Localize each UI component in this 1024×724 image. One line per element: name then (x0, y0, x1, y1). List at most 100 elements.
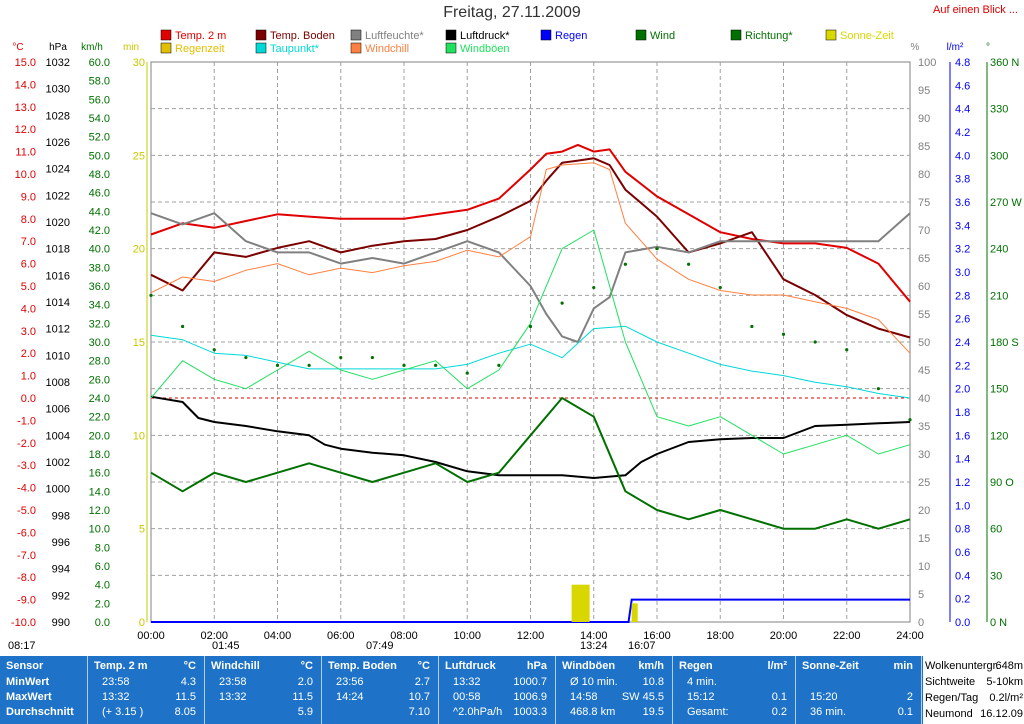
stats-cell-value: 0.1 (897, 706, 913, 718)
stats-column-unit: km/h (638, 660, 664, 672)
stats-cell-value: 1000.7 (513, 676, 547, 688)
legend-label: Richtung* (745, 30, 793, 42)
humidity-axis-tick: 0 (918, 617, 924, 629)
rain-axis-tick: 0.6 (955, 547, 970, 559)
axis-unit-label: km/h (81, 42, 103, 53)
stats-column-unit: °C (300, 660, 313, 672)
pressure-axis-tick: 1028 (46, 110, 70, 122)
temp-axis-tick: -5.0 (17, 505, 36, 517)
stats-cell-value: 2 (906, 691, 913, 703)
pressure-axis-tick: 1008 (46, 377, 70, 389)
rain-axis-tick: 4.2 (955, 127, 970, 139)
stats-column-unit: min (893, 660, 913, 672)
stats-cell-time: 23:58 (102, 676, 130, 688)
temp-axis-tick: 4.0 (21, 303, 36, 315)
wind-axis-tick: 46.0 (89, 188, 110, 200)
legend-swatch (160, 29, 172, 41)
rain-axis-tick: 3.6 (955, 197, 970, 209)
rain-axis-tick: 1.4 (955, 454, 970, 466)
direction-axis-tick: 360 N (990, 57, 1019, 69)
temp-axis-tick: 0.0 (21, 393, 36, 405)
series-line-temp-boden (150, 157, 911, 339)
legend-label: Regenzeit (175, 43, 225, 55)
stats-cell-time: Ø 10 min. (570, 676, 618, 688)
direction-point (908, 418, 912, 422)
stats-cell-value: 2.7 (414, 676, 430, 688)
stats-column-title: Luftdruck (445, 660, 496, 672)
rain-axis-tick: 3.8 (955, 174, 970, 186)
direction-point (781, 332, 786, 336)
wind-axis-tick: 40.0 (89, 244, 110, 256)
wind-axis-tick: 32.0 (89, 318, 110, 330)
direction-point (275, 363, 280, 367)
wind-axis-tick: 8.0 (95, 542, 110, 554)
wind-axis-tick: 2.0 (95, 598, 110, 610)
humidity-axis-tick: 35 (918, 421, 930, 433)
temp-axis-tick: 7.0 (21, 236, 36, 248)
direction-axis-tick: 90 O (990, 477, 1014, 489)
humidity-axis-tick: 95 (918, 85, 930, 97)
humidity-axis-tick: 10 (918, 561, 930, 573)
direction-axis-tick: 120 (990, 430, 1008, 442)
stats-cell-value: SW 45.5 (621, 691, 664, 703)
stats-cell-value: 0.2 (771, 706, 787, 718)
temp-axis-tick: -8.0 (17, 572, 36, 584)
stats-cell-time: 36 min. (810, 706, 847, 718)
rain-axis-tick: 2.0 (955, 384, 970, 396)
series-line-luftfeuchte (150, 212, 911, 343)
stats-cell-value: 10.8 (642, 676, 664, 688)
stats-side-row: Sichtweite 5-10km (923, 676, 1024, 689)
temp-axis-tick: 5.0 (21, 281, 36, 293)
stats-side-label: Sichtweite (925, 676, 976, 688)
stats-side-value: 5-10km (986, 676, 1023, 688)
rain-axis-tick: 3.2 (955, 244, 970, 256)
temp-axis-tick: -4.0 (17, 483, 36, 495)
wind-axis-tick: 10.0 (89, 524, 110, 536)
stats-column-unit: °C (183, 660, 196, 672)
stats-side-label: Regen/Tag (925, 692, 979, 704)
pressure-axis-tick: 1004 (46, 430, 70, 442)
temp-axis-tick: 14.0 (15, 79, 36, 91)
direction-point (212, 348, 216, 352)
temp-axis-tick: 3.0 (21, 326, 36, 338)
direction-point (465, 371, 469, 375)
stats-cell-time: 13:32 (102, 691, 130, 703)
wind-axis-tick: 36.0 (89, 281, 110, 293)
pressure-axis-tick: 1018 (46, 244, 70, 256)
overview-link[interactable]: Auf einen Blick ... (933, 4, 1018, 16)
axis-unit-label: ° (986, 42, 990, 53)
stats-cell-value: 2.0 (297, 676, 313, 688)
stats-cell-time: 14:24 (336, 691, 364, 703)
legend-swatch (445, 29, 457, 41)
moonrise-time: 01:45 (212, 640, 240, 652)
series-line-wind (150, 397, 911, 530)
humidity-axis-tick: 60 (918, 281, 930, 293)
stats-column: Temp. Boden °C 23:56 2.7 14:24 10.7 7.10 (322, 656, 439, 724)
stats-cell-value: 11.5 (292, 691, 313, 703)
wind-axis-tick: 4.0 (95, 580, 110, 592)
humidity-axis-tick: 65 (918, 253, 930, 265)
pressure-axis-tick: 996 (52, 537, 70, 549)
moonset-time: 07:49 (366, 640, 394, 652)
temp-axis-tick: -1.0 (17, 415, 36, 427)
rain-axis-tick: 0.0 (955, 617, 970, 629)
stats-cell-time: Gesamt: (687, 706, 729, 718)
direction-point (560, 301, 564, 305)
direction-point (813, 340, 817, 344)
rain-axis-tick: 3.0 (955, 267, 970, 279)
stats-column-title: Windchill (211, 660, 260, 672)
x-tick-label: 10:00 (453, 630, 481, 642)
pressure-axis-tick: 994 (52, 564, 70, 576)
statistics-panel: Sensor MinWert MaxWert Durchschnitt Temp. 2 … (0, 656, 1024, 724)
rain-axis-tick: 2.6 (955, 314, 970, 326)
stats-side-row: Regen/Tag 0.2l/m² (923, 692, 1024, 705)
temp-axis-tick: 11.0 (15, 147, 36, 159)
legend-swatch (445, 42, 457, 54)
min-axis-tick: 25 (133, 150, 145, 162)
humidity-axis-tick: 70 (918, 225, 930, 237)
rain-axis-tick: 0.2 (955, 594, 970, 606)
direction-point (181, 324, 185, 329)
stats-column-title: Temp. 2 m (94, 660, 148, 672)
sun-max-time: 13:24 (580, 640, 608, 652)
stats-side-value: 16.12.09 (980, 708, 1023, 720)
